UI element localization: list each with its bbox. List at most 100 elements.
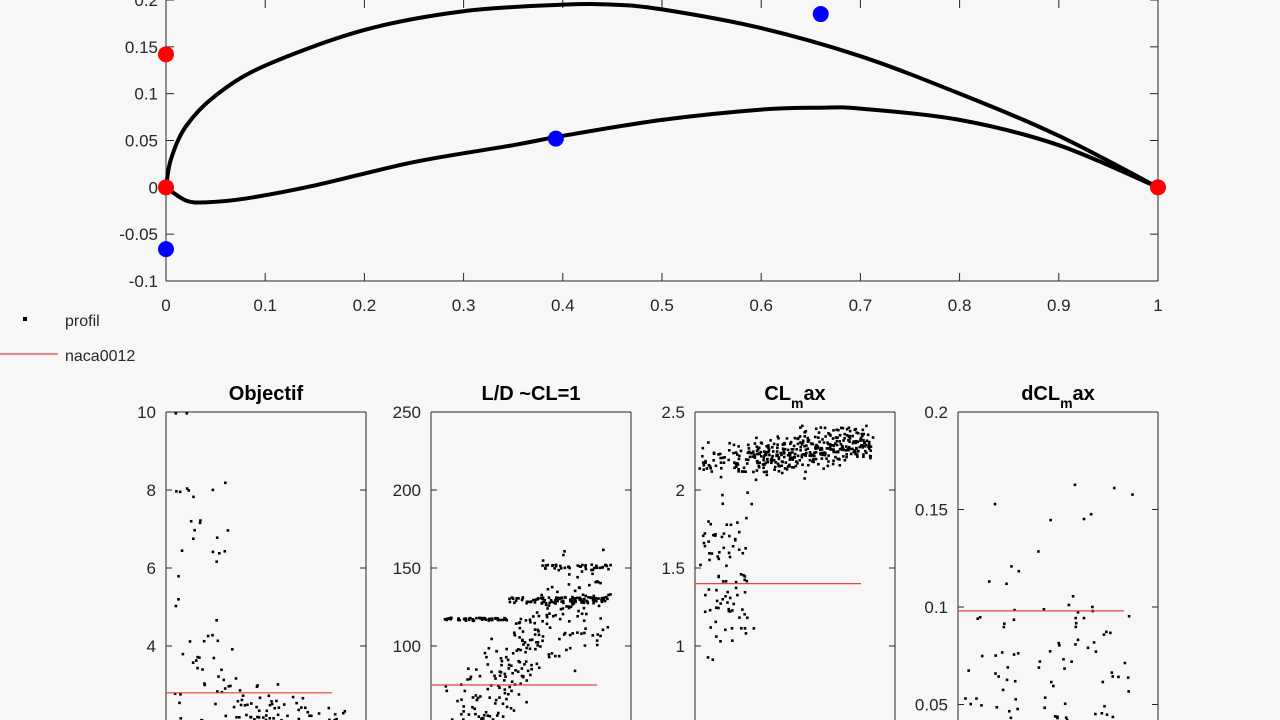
scatter-point — [817, 462, 820, 466]
scatter-point — [475, 668, 478, 671]
panel-title: dCLmax — [1021, 383, 1095, 411]
scatter-point — [817, 436, 820, 439]
scatter-point — [551, 614, 555, 618]
scatter-point — [734, 586, 738, 590]
scatter-point — [514, 599, 518, 603]
scatter-point — [193, 528, 196, 532]
scatter-point — [859, 438, 862, 441]
scatter-point — [827, 442, 830, 446]
scatter-point — [744, 546, 747, 550]
scatter-point — [804, 429, 808, 433]
scatter-point — [824, 452, 827, 455]
scatter-point — [246, 703, 249, 707]
scatter-point — [592, 594, 596, 598]
scatter-point — [595, 639, 599, 642]
scatter-point — [177, 597, 180, 601]
scatter-point — [559, 564, 562, 568]
scatter-point — [519, 648, 522, 652]
scatter-point — [501, 702, 505, 706]
scatter-point — [816, 445, 819, 449]
scatter-point — [243, 703, 247, 707]
scatter-point — [728, 555, 732, 559]
scatter-point — [474, 712, 477, 716]
scatter-point — [851, 441, 855, 445]
scatter-point — [174, 412, 178, 415]
scatter-point — [759, 454, 763, 458]
scatter-point — [306, 710, 310, 714]
scatter-point — [521, 596, 525, 600]
scatter-point — [709, 626, 712, 629]
scatter-point — [733, 537, 737, 541]
scatter-point — [717, 606, 720, 610]
scatter-point — [746, 458, 750, 462]
scatter-point — [573, 597, 577, 600]
scatter-point — [762, 456, 766, 459]
scatter-point — [582, 606, 586, 610]
scatter-point — [771, 454, 774, 458]
scatter-point — [783, 447, 787, 451]
scatter-point — [234, 677, 238, 680]
scatter-point — [556, 599, 559, 603]
scatter-point — [592, 601, 595, 605]
scatter-point — [854, 441, 858, 445]
scatter-point — [832, 429, 835, 432]
scatter-point — [1052, 684, 1055, 688]
scatter-point — [735, 465, 738, 469]
scatter-point — [856, 440, 860, 444]
scatter-point — [567, 606, 571, 610]
scatter-point — [215, 560, 218, 563]
y-tick-label: 1.5 — [661, 559, 685, 578]
scatter-point — [530, 663, 533, 667]
scatter-point — [717, 453, 720, 456]
scatter-point — [737, 467, 740, 471]
scatter-point — [804, 448, 808, 452]
scatter-point — [500, 663, 503, 667]
scatter-point — [821, 438, 824, 441]
scatter-point — [224, 714, 228, 718]
scatter-point — [776, 462, 780, 466]
scatter-point — [826, 441, 829, 444]
scatter-point — [735, 453, 739, 456]
scatter-point — [762, 470, 766, 474]
scatter-point — [490, 670, 493, 674]
scatter-point — [558, 617, 562, 621]
scatter-point — [578, 596, 582, 600]
scatter-point — [444, 685, 448, 688]
scatter-point — [457, 617, 460, 620]
scatter-point — [718, 550, 721, 554]
legend-label-profil: profil — [65, 313, 100, 330]
scatter-point — [814, 447, 818, 450]
scatter-point — [843, 436, 846, 440]
scatter-point — [742, 466, 746, 470]
scatter-point — [494, 617, 497, 620]
scatter-point — [485, 655, 488, 659]
scatter-point — [596, 633, 600, 636]
scatter-point — [518, 626, 522, 630]
scatter-point — [508, 685, 511, 689]
scatter-point — [479, 695, 482, 698]
scatter-point — [1049, 680, 1053, 684]
scatter-point — [529, 600, 533, 603]
scatter-point — [795, 460, 798, 463]
scatter-point — [460, 712, 463, 716]
scatter-point — [510, 596, 514, 599]
scatter-point — [823, 426, 827, 430]
scatter-point — [993, 502, 997, 506]
scatter-point — [743, 613, 746, 616]
scatter-point — [715, 599, 719, 603]
scatter-point — [1001, 688, 1005, 692]
scatter-point — [1074, 616, 1077, 620]
scatter-point — [536, 644, 540, 647]
scatter-point — [1127, 614, 1131, 618]
scatter-point — [757, 446, 761, 450]
scatter-point — [567, 583, 571, 586]
scatter-point — [727, 609, 731, 613]
scatter-point — [1100, 711, 1104, 715]
scatter-point — [513, 633, 517, 637]
scatter-point — [573, 589, 577, 593]
y-tick-label: 0.05 — [125, 132, 158, 151]
scatter-point — [517, 648, 520, 651]
scatter-point — [529, 673, 532, 677]
scatter-point — [777, 456, 781, 459]
scatter-point — [202, 639, 206, 643]
